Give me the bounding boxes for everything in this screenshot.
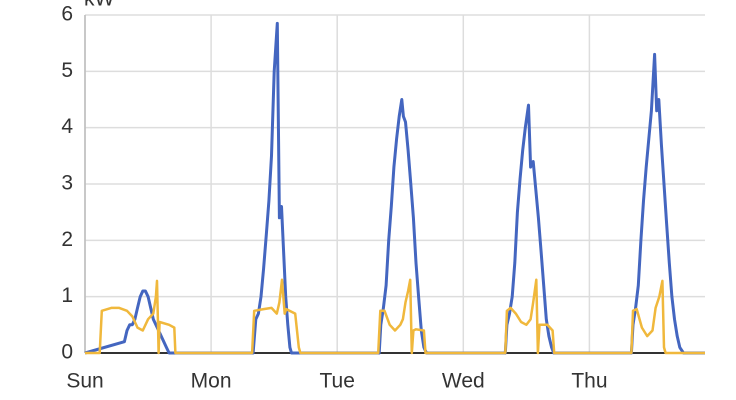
y-tick-label: 3 bbox=[61, 172, 73, 195]
y-tick-label: 2 bbox=[61, 228, 73, 251]
series-line bbox=[85, 278, 705, 355]
x-tick-label: Wed bbox=[442, 370, 485, 393]
x-tick-label: Thu bbox=[571, 370, 607, 393]
x-tick-label: Sun bbox=[66, 370, 103, 393]
y-tick-label: 1 bbox=[61, 284, 73, 307]
y-axis-label: kW bbox=[84, 0, 115, 11]
series-line bbox=[84, 21, 705, 355]
y-tick-label: 0 bbox=[61, 341, 73, 364]
x-tick-label: Mon bbox=[191, 370, 232, 393]
y-tick-label: 6 bbox=[61, 3, 73, 26]
y-tick-label: 5 bbox=[61, 59, 73, 82]
y-tick-label: 4 bbox=[61, 115, 73, 138]
x-tick-label: Tue bbox=[319, 370, 354, 393]
